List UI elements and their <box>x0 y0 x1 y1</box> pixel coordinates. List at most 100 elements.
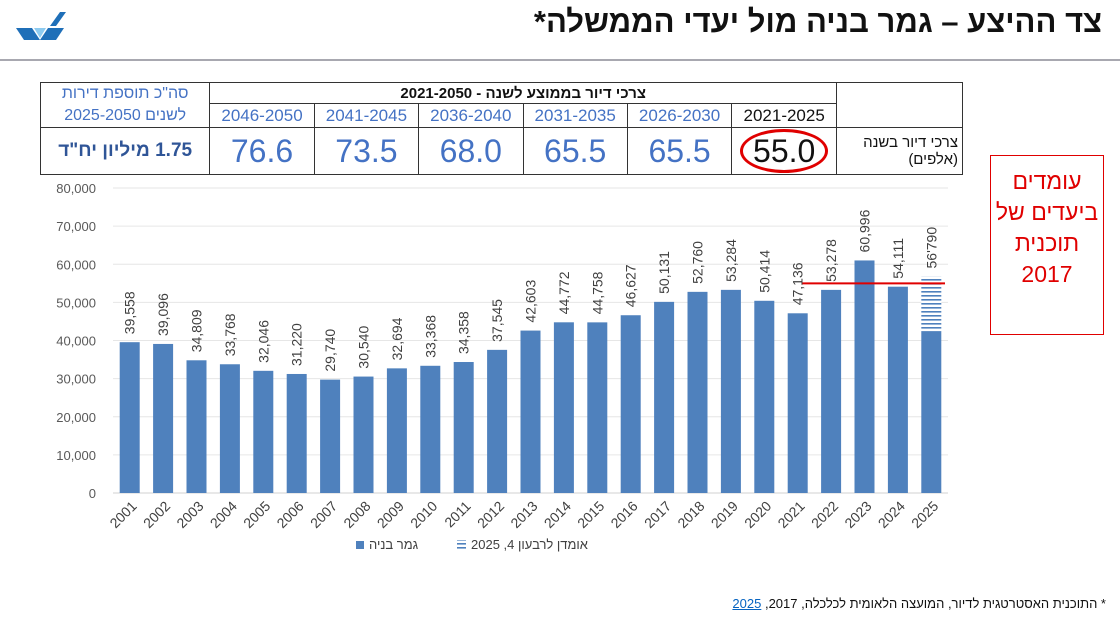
bar <box>854 260 875 493</box>
highlight-circle: 55.0 <box>740 129 829 173</box>
data-label: 29,740 <box>322 329 338 372</box>
legend-swatch-estimate <box>457 540 466 549</box>
period-label: 2026-2030 <box>626 103 733 128</box>
data-label: 37,545 <box>489 299 505 342</box>
footnote-text: * התוכנית האסטרטגית לדיור, המועצה הלאומי… <box>761 596 1106 611</box>
data-label: 34,809 <box>189 309 205 352</box>
period-value: 76.6 <box>209 127 315 175</box>
data-label: 53,278 <box>823 239 839 282</box>
bar <box>453 362 474 493</box>
data-label: 56'790 <box>923 227 939 269</box>
legend-swatch-completions <box>356 541 364 549</box>
bar <box>654 301 675 493</box>
y-tick-label: 10,000 <box>56 448 96 463</box>
x-tick-label: 2018 <box>674 498 707 531</box>
x-tick-label: 2007 <box>307 498 340 531</box>
x-tick-label: 2012 <box>474 498 507 531</box>
y-tick-label: 70,000 <box>56 219 96 234</box>
bar <box>253 370 274 493</box>
x-tick-label: 2021 <box>774 498 807 531</box>
x-tick-label: 2025 <box>908 498 941 531</box>
bar <box>386 368 407 493</box>
page-title: צד ההיצע – גמר בניה מול יעדי הממשלה* <box>533 4 1102 39</box>
data-label: 53,284 <box>723 239 739 282</box>
bar-estimate <box>921 276 942 332</box>
period-label: 2036-2040 <box>418 103 524 128</box>
data-label: 32,046 <box>255 320 271 363</box>
bar <box>186 360 207 493</box>
data-label: 44,758 <box>589 271 605 314</box>
bar <box>587 322 608 493</box>
period-value: 73.5 <box>313 127 420 175</box>
bar <box>420 365 441 493</box>
data-label: 33,768 <box>222 313 238 356</box>
y-tick-label: 80,000 <box>56 181 96 196</box>
callout-box: עומדים ביעדים של תוכנית 2017 <box>990 155 1104 335</box>
y-tick-label: 30,000 <box>56 372 96 387</box>
data-label: 33,368 <box>422 315 438 358</box>
data-label: 50,131 <box>656 251 672 294</box>
x-tick-label: 2020 <box>741 498 774 531</box>
x-tick-label: 2001 <box>106 498 139 531</box>
x-tick-label: 2017 <box>641 498 674 531</box>
period-value: 65.5 <box>522 127 628 175</box>
bar <box>754 300 775 493</box>
period-label: 2021-2025 <box>731 103 838 128</box>
legend-label-completions: גמר בניה <box>369 537 419 552</box>
total-label: סה"כ תוספת דירות לשנים 2025-2050 <box>39 82 211 128</box>
bar <box>720 289 741 493</box>
x-tick-label: 2009 <box>374 498 407 531</box>
y-tick-label: 60,000 <box>56 257 96 272</box>
data-label: 52,760 <box>690 241 706 284</box>
x-tick-label: 2016 <box>607 498 640 531</box>
housing-needs-table: צרכי דיור בממוצע לשנה - 2021-2050 סה"כ ת… <box>39 82 963 175</box>
x-tick-label: 2006 <box>273 498 306 531</box>
ministry-logo <box>16 12 66 40</box>
x-tick-label: 2011 <box>441 498 474 531</box>
footnote-link[interactable]: 2025 <box>732 596 762 611</box>
data-label: 46,627 <box>623 264 639 307</box>
bar <box>153 343 174 493</box>
bar <box>219 364 240 493</box>
x-tick-label: 2015 <box>574 498 607 531</box>
x-tick-label: 2022 <box>808 498 841 531</box>
bar <box>320 379 341 493</box>
data-label: 44,772 <box>556 271 572 314</box>
period-value: 55.0 <box>731 127 838 175</box>
x-tick-label: 2002 <box>140 498 173 531</box>
period-label: 2031-2035 <box>522 103 628 128</box>
data-label: 50,414 <box>756 250 772 293</box>
table-header: צרכי דיור בממוצע לשנה - 2021-2050 <box>209 82 838 104</box>
data-label: 54,111 <box>890 238 906 279</box>
data-label: 47,136 <box>790 262 806 305</box>
footnote: * התוכנית האסטרטגית לדיור, המועצה הלאומי… <box>732 596 1106 611</box>
period-label: 2046-2050 <box>209 103 315 128</box>
data-label: 60,996 <box>857 209 873 252</box>
legend-label-estimate: אומדן לרבעון 4, 2025 <box>471 537 588 552</box>
data-label: 30,540 <box>356 326 372 369</box>
y-tick-label: 0 <box>89 486 96 501</box>
data-label: 31,220 <box>289 323 305 366</box>
x-tick-label: 2023 <box>841 498 874 531</box>
bar <box>119 342 140 493</box>
row-label-header <box>836 82 963 128</box>
bar <box>353 376 374 493</box>
bar <box>520 330 541 493</box>
bar <box>921 331 942 493</box>
total-value: 1.75 מיליון יח"ד <box>39 127 211 175</box>
y-tick-label: 20,000 <box>56 410 96 425</box>
x-tick-label: 2004 <box>207 498 240 531</box>
x-tick-label: 2019 <box>708 498 741 531</box>
x-tick-label: 2010 <box>407 498 440 531</box>
y-tick-label: 40,000 <box>56 334 96 349</box>
data-label: 39,096 <box>155 293 171 336</box>
period-value: 68.0 <box>418 127 524 175</box>
y-tick-label: 50,000 <box>56 295 96 310</box>
period-value: 65.5 <box>626 127 733 175</box>
x-tick-label: 2003 <box>173 498 206 531</box>
bar <box>687 291 708 493</box>
x-tick-label: 2008 <box>340 498 373 531</box>
completions-bar-chart: 0 10,000 20,000 30,000 40,000 50,000 60,000 70,… <box>56 181 948 552</box>
x-tick-label: 2005 <box>240 498 273 531</box>
x-tick-label: 2013 <box>507 498 540 531</box>
